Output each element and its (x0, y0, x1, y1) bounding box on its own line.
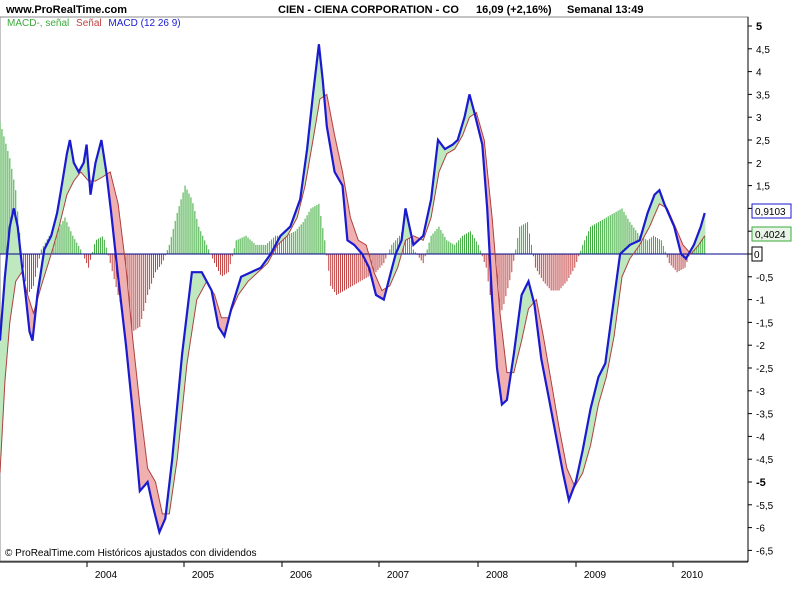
x-axis-ticks: 2004 2005 2006 2007 2008 2009 2010 (86, 562, 704, 581)
y-tick-label: -1 (756, 296, 765, 307)
x-tick-label: 2007 (387, 570, 410, 581)
macd-line (0, 44, 706, 536)
y-tick-label: -6,5 (756, 546, 774, 557)
y-tick-label: -5 (756, 477, 766, 489)
y-tick-label: -0,5 (756, 273, 774, 284)
svg-text:0: 0 (754, 250, 760, 261)
x-tick-label: 2006 (290, 570, 313, 581)
x-tick-label: 2009 (584, 570, 607, 581)
y-tick-label: -1,5 (756, 318, 774, 329)
x-tick-label: 2004 (95, 570, 118, 581)
y-tick-label: -2 (756, 341, 765, 352)
y-tick-label: 4 (756, 68, 762, 79)
instrument-title: CIEN - CIENA CORPORATION - CO (278, 4, 459, 16)
svg-text:0,4024: 0,4024 (755, 230, 786, 241)
zero-value-badge: 0 (751, 246, 763, 262)
legend-macd: MACD (12 26 9) (108, 18, 180, 29)
y-tick-label: -2,5 (756, 364, 774, 375)
y-tick-label: -6 (756, 524, 765, 535)
svg-text:0,9103: 0,9103 (755, 207, 786, 218)
y-tick-label: 4,5 (756, 45, 770, 56)
y-tick-label: 2,5 (756, 136, 770, 147)
x-tick-label: 2010 (681, 570, 704, 581)
y-tick-label: -5,5 (756, 501, 774, 512)
legend-hist: MACD-, (7, 18, 43, 29)
signal-line (0, 93, 706, 515)
copyright-note: © ProRealTime.com Históricos ajustados c… (5, 548, 257, 559)
y-tick-label: 3,5 (756, 90, 770, 101)
y-tick-label: 1,5 (756, 182, 770, 193)
price-change: 16,09 (+2,16%) (476, 4, 552, 16)
x-tick-label: 2005 (192, 570, 215, 581)
legend-hist-signal-word: señal (45, 18, 69, 29)
y-tick-label: 2 (756, 159, 762, 170)
macd-value-badge: 0,9103 (751, 203, 792, 219)
x-tick-label: 2008 (486, 570, 509, 581)
signal-value-badge: 0,4024 (751, 226, 792, 242)
legend-signal: Señal (76, 18, 102, 29)
y-tick-label: -4 (756, 432, 765, 443)
legend: MACD-, señal Señal MACD (12 26 9) (7, 18, 181, 29)
y-tick-label: 5 (756, 21, 762, 33)
y-tick-label: -3,5 (756, 410, 774, 421)
y-tick-label: -3 (756, 387, 765, 398)
series-lines-layer (0, 44, 706, 536)
period-time: Semanal 13:49 (567, 4, 643, 16)
y-tick-label: -4,5 (756, 455, 774, 466)
site-title[interactable]: www.ProRealTime.com (5, 4, 127, 16)
y-tick-label: 3 (756, 113, 762, 124)
